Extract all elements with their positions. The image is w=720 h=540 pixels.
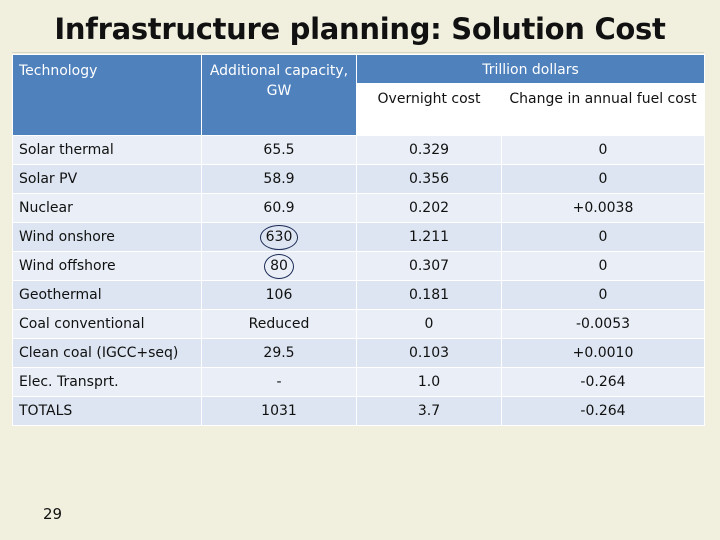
table-header: Technology Additional capacity, GW Trill… (12, 54, 705, 136)
fuel-cost-change-cell: 0 (501, 251, 705, 281)
page-number: 29 (43, 505, 63, 523)
technology-cell: Solar thermal (12, 135, 202, 165)
capacity-cell: 65.5 (201, 135, 357, 165)
technology-cell: Elec. Transprt. (12, 367, 202, 397)
header-overnight-cost: Overnight cost (356, 83, 502, 136)
overnight-cost-cell: 0.202 (356, 193, 502, 223)
technology-cell: Geothermal (12, 280, 202, 310)
table-row: Nuclear 60.9 0.202 +0.0038 (12, 193, 705, 223)
table-body: Solar thermal 65.5 0.329 0 Solar PV 58.9 0.356… (12, 135, 705, 426)
technology-cell: Coal conventional (12, 309, 202, 339)
technology-cell: Wind onshore (12, 222, 202, 252)
table-row: Elec. Transprt. -1.0 -0.264 (12, 367, 705, 397)
header-additional-capacity: Additional capacity, GW (201, 54, 357, 136)
table-row: Coal conventional Reduced 0 -0.0053 (12, 309, 705, 339)
table-row: Wind onshore 630 1.211 0 (12, 222, 705, 252)
header-technology: Technology (12, 54, 202, 136)
fuel-cost-change-cell: +0.0010 (501, 338, 705, 368)
capacity-cell: 106 (201, 280, 357, 310)
capacity-cell: 80 (201, 251, 357, 281)
capacity-cell: - (201, 367, 357, 397)
overnight-cost-cell: 0 (356, 309, 502, 339)
overnight-cost-cell: 1.0 (356, 367, 502, 397)
table-row: TOTALS 1031 3.7 -0.264 (12, 396, 705, 426)
table-row: Wind offshore 80 0.307 0 (12, 251, 705, 281)
fuel-cost-change-cell: -0.0053 (501, 309, 705, 339)
circled-value: 80 (264, 254, 294, 279)
fuel-cost-change-cell: 0 (501, 135, 705, 165)
table-row: Solar PV 58.9 0.356 0 (12, 164, 705, 194)
header-trillion-dollars: Trillion dollars (356, 54, 705, 84)
fuel-cost-change-cell: -0.264 (501, 396, 705, 426)
overnight-cost-cell: 0.103 (356, 338, 502, 368)
slide-title: Infrastructure planning: Solution Cost (54, 12, 666, 46)
technology-cell: TOTALS (12, 396, 202, 426)
technology-cell: Nuclear (12, 193, 202, 223)
technology-cell: Clean coal (IGCC+seq) (12, 338, 202, 368)
circled-value: 630 (259, 225, 299, 250)
fuel-cost-change-cell: 0 (501, 280, 705, 310)
title-divider (12, 52, 704, 53)
overnight-cost-cell: 3.7 (356, 396, 502, 426)
capacity-cell: 630 (201, 222, 357, 252)
capacity-cell: 58.9 (201, 164, 357, 194)
overnight-cost-cell: 1.211 (356, 222, 502, 252)
solution-cost-table: Technology Additional capacity, GW Trill… (12, 54, 705, 426)
capacity-cell: 60.9 (201, 193, 357, 223)
overnight-cost-cell: 0.356 (356, 164, 502, 194)
fuel-cost-change-cell: +0.0038 (501, 193, 705, 223)
capacity-cell: 29.5 (201, 338, 357, 368)
overnight-cost-cell: 0.307 (356, 251, 502, 281)
table-row: Clean coal (IGCC+seq) 29.5 0.103 +0.0010 (12, 338, 705, 368)
fuel-cost-change-cell: -0.264 (501, 367, 705, 397)
technology-cell: Solar PV (12, 164, 202, 194)
fuel-cost-change-cell: 0 (501, 164, 705, 194)
table-row: Solar thermal 65.5 0.329 0 (12, 135, 705, 165)
header-fuel-cost-change: Change in annual fuel cost (501, 83, 705, 136)
overnight-cost-cell: 0.329 (356, 135, 502, 165)
overnight-cost-cell: 0.181 (356, 280, 502, 310)
technology-cell: Wind offshore (12, 251, 202, 281)
fuel-cost-change-cell: 0 (501, 222, 705, 252)
table-row: Geothermal 106 0.181 0 (12, 280, 705, 310)
capacity-cell: Reduced (201, 309, 357, 339)
capacity-cell: 1031 (201, 396, 357, 426)
